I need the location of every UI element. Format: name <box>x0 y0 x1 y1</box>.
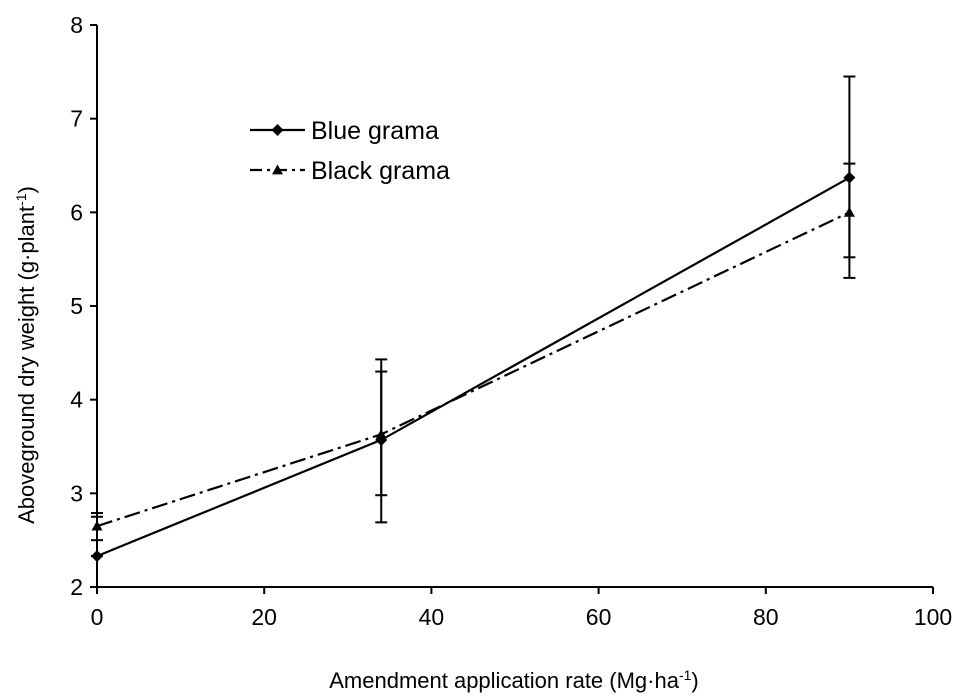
y-tick-label: 8 <box>70 12 83 38</box>
plot-frame <box>96 25 933 588</box>
series-black-grama <box>91 162 856 542</box>
y-tick-label: 2 <box>70 574 83 600</box>
data-point-triangle <box>375 428 387 439</box>
series-layer <box>91 75 856 563</box>
x-tick-label: 40 <box>419 604 445 630</box>
y-axis-ticks: 2 3 4 5 6 7 8 <box>70 12 97 600</box>
x-axis-ticks: 0 20 40 60 80 100 <box>91 587 952 630</box>
data-point-diamond <box>271 124 284 136</box>
legend-item: Blue grama <box>250 117 439 145</box>
y-tick-label: 6 <box>70 199 83 225</box>
legend: Blue grama Black grama <box>250 117 450 185</box>
data-point-triangle <box>272 164 283 175</box>
legend-label: Blue grama <box>311 117 439 145</box>
x-tick-label: 100 <box>914 604 952 630</box>
data-point-triangle <box>91 520 103 531</box>
y-axis-title: Aboveground dry weight (g·plant-1) <box>13 186 39 524</box>
data-point-diamond <box>91 550 103 563</box>
series-line <box>96 176 850 558</box>
series-blue-grama <box>91 75 856 563</box>
x-tick-label: 80 <box>753 604 779 630</box>
series-line <box>96 211 850 528</box>
x-tick-label: 60 <box>586 604 612 630</box>
x-tick-label: 20 <box>251 604 277 630</box>
x-tick-label: 0 <box>91 604 104 630</box>
y-tick-label: 7 <box>70 106 83 132</box>
x-axis-title: Amendment application rate (Mg·ha-1) <box>329 667 699 693</box>
y-tick-label: 4 <box>70 387 83 413</box>
y-tick-label: 5 <box>70 293 83 319</box>
y-tick-label: 3 <box>70 480 83 506</box>
legend-label: Black grama <box>311 157 450 185</box>
data-point-triangle <box>843 206 855 217</box>
legend-item: Black grama <box>250 157 450 185</box>
